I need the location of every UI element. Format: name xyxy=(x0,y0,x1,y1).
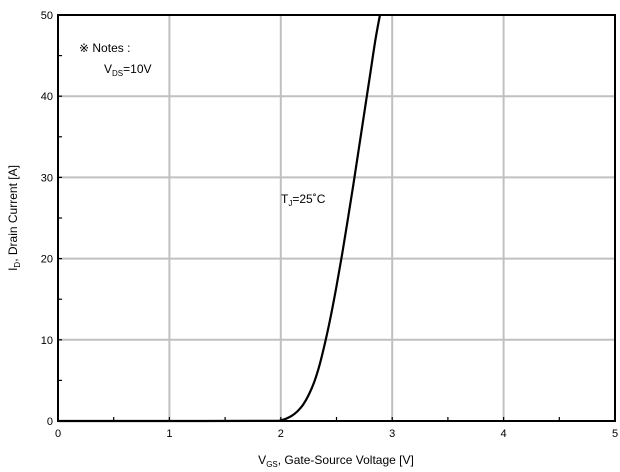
notes-title: ※ Notes : xyxy=(79,41,130,55)
x-tick-label: 3 xyxy=(389,428,395,440)
tj-sub: J xyxy=(288,199,292,208)
tj-annotation: TJ=25˚C xyxy=(281,192,326,208)
x-tick-labels: 0 1 2 3 4 5 xyxy=(55,428,618,440)
tj-rest: =25˚C xyxy=(292,192,325,206)
y-tick-label: 20 xyxy=(41,254,53,266)
y-tick-label: 10 xyxy=(41,335,53,347)
x-tick-label: 1 xyxy=(166,428,172,440)
vds-sub: DS xyxy=(112,69,123,78)
x-axis-label-sub: GS xyxy=(266,460,278,469)
notes-vds: VDS=10V xyxy=(104,62,152,78)
series-layer xyxy=(57,14,382,423)
plot-frame xyxy=(57,14,616,422)
y-tick-label: 0 xyxy=(47,416,53,428)
vds-main: V xyxy=(104,62,112,76)
y-tick-label: 40 xyxy=(41,91,53,103)
y-axis-label-rest: , Drain Current [A] xyxy=(6,165,20,262)
minor-ticks xyxy=(58,54,560,421)
y-tick-label: 30 xyxy=(41,172,53,184)
x-tick-label: 4 xyxy=(501,428,507,440)
y-axis-label-sub: D xyxy=(13,262,22,268)
x-tick-label: 2 xyxy=(278,428,284,440)
x-axis-label-main: V xyxy=(258,453,266,467)
tj-main: T xyxy=(281,192,289,206)
vds-rest: =10V xyxy=(123,62,151,76)
x-tick-label: 0 xyxy=(55,428,61,440)
y-axis-label-main: I xyxy=(6,268,20,271)
series-line-0 xyxy=(57,14,382,423)
y-axis-label: ID, Drain Current [A] xyxy=(6,165,22,271)
x-axis-label-rest: , Gate-Source Voltage [V] xyxy=(278,453,414,467)
y-tick-label: 50 xyxy=(41,10,53,22)
y-tick-labels: 0 10 20 30 40 50 xyxy=(41,10,53,428)
x-axis-label: VGS, Gate-Source Voltage [V] xyxy=(258,453,414,469)
grid-lines xyxy=(58,15,615,421)
x-tick-label: 5 xyxy=(612,428,618,440)
